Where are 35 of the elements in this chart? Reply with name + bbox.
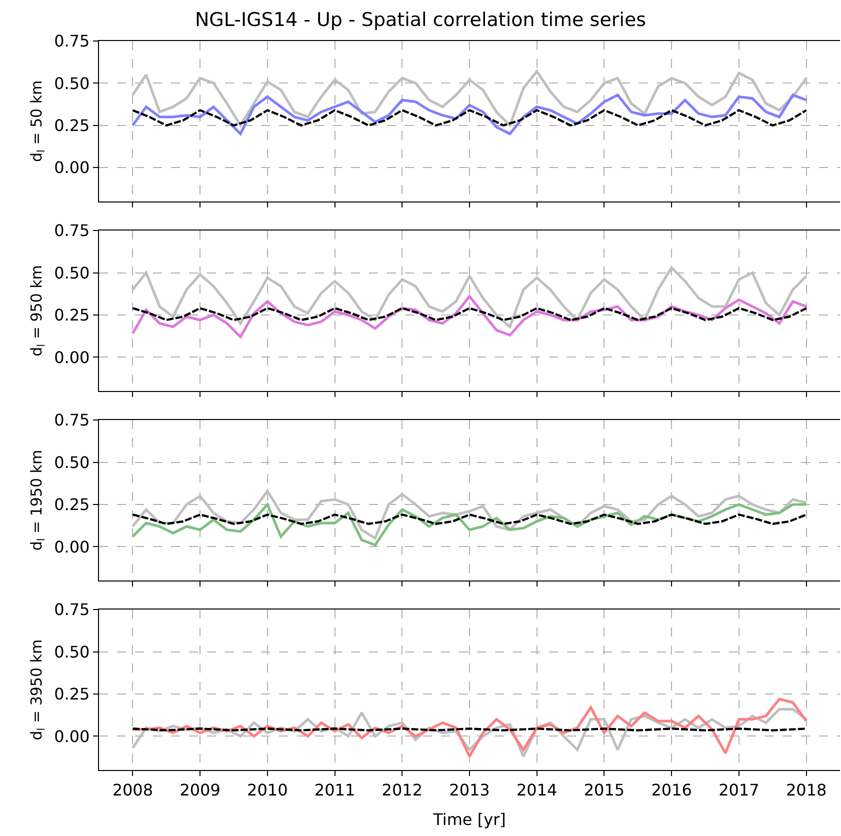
line-series	[132, 514, 808, 525]
y-tick-label: 0.75	[54, 32, 90, 51]
y-tick-label: 0.00	[54, 348, 90, 367]
line-series	[131, 266, 808, 328]
y-tick-label: 0.50	[54, 642, 90, 662]
y-tick-label: 0.00	[54, 726, 90, 746]
x-tick-label: 2010	[247, 780, 288, 800]
y-tick-label: 0.50	[54, 74, 90, 93]
y-tick-label: 0.75	[54, 221, 90, 240]
x-axis-title: Time [yr]	[432, 810, 506, 829]
y-tick-label: 0.25	[54, 684, 90, 704]
x-tick-label: 2018	[786, 780, 827, 800]
x-tick-label: 2014	[516, 780, 558, 800]
x-tick-label: 2013	[449, 780, 490, 800]
x-tick-label: 2015	[584, 780, 625, 800]
y-tick-label: 0.50	[54, 452, 90, 472]
chart-title: NGL-IGS14 - Up - Spatial correlation time series	[194, 8, 646, 31]
x-tick-label: 2016	[651, 780, 692, 800]
x-tick-label: 2011	[314, 780, 356, 800]
x-tick-label: 2008	[112, 780, 154, 800]
y-tick-label: 0.50	[54, 263, 90, 282]
y-tick-label: 0.25	[54, 495, 90, 514]
line-series	[131, 94, 808, 136]
y-tick-label: 0.25	[54, 306, 90, 325]
line-series	[132, 109, 808, 127]
x-tick-label: 2017	[718, 780, 760, 800]
x-tick-label: 2012	[382, 780, 422, 800]
line-series	[131, 70, 808, 127]
line-series	[132, 307, 808, 322]
y-tick-label: 0.00	[54, 537, 90, 556]
y-tick-label: 0.75	[54, 600, 90, 620]
x-tick-label: 2009	[180, 780, 220, 800]
y-tick-label: 0.25	[54, 116, 90, 136]
y-tick-label: 0.75	[54, 410, 90, 430]
y-tick-label: 0.00	[54, 158, 90, 178]
